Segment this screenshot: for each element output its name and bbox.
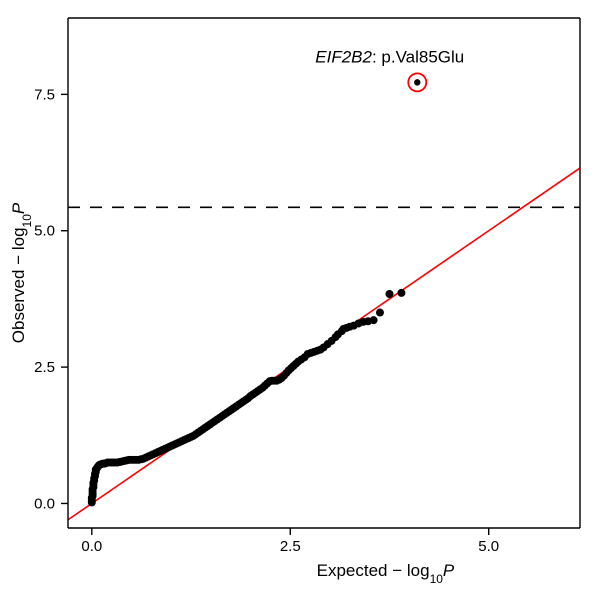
y-tick-label: 0.0: [34, 495, 55, 512]
qq-plot: EIF2B2: p.Val85Glu0.02.55.00.02.55.07.5E…: [0, 0, 602, 598]
chart-svg: EIF2B2: p.Val85Glu0.02.55.00.02.55.07.5E…: [0, 0, 602, 598]
x-tick-label: 0.0: [81, 538, 102, 555]
x-tick-label: 5.0: [478, 538, 499, 555]
x-tick-label: 2.5: [280, 538, 301, 555]
y-tick-label: 5.0: [34, 223, 55, 240]
y-tick-label: 2.5: [34, 359, 55, 376]
y-tick-label: 7.5: [34, 86, 55, 103]
highlight-label: EIF2B2: p.Val85Glu: [315, 47, 464, 66]
highlight-dot: [414, 79, 420, 85]
